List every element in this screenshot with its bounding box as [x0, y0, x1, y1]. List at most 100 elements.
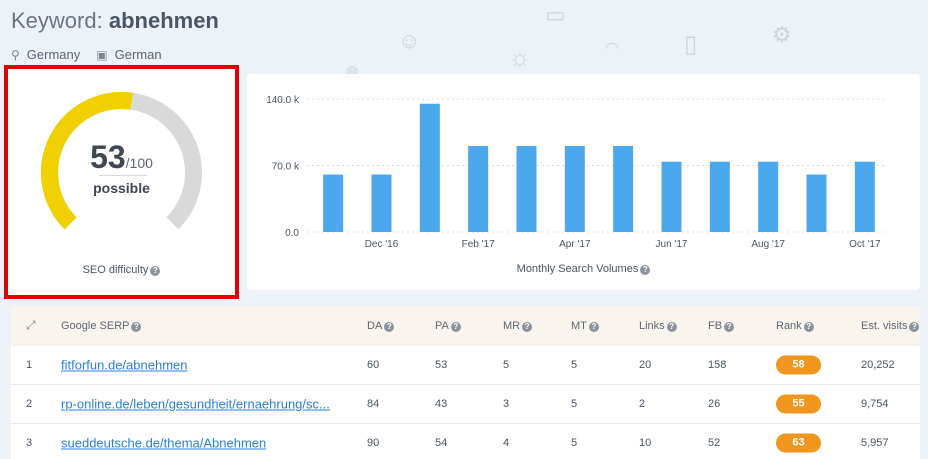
language-text: German	[114, 47, 162, 62]
header-mr[interactable]: MR?	[503, 320, 533, 332]
header-da-label: DA	[367, 320, 383, 332]
x-tick-label: Jun '17	[656, 239, 688, 250]
row-position: 3	[26, 437, 33, 449]
row-position: 2	[26, 398, 33, 410]
header-pa[interactable]: PA?	[435, 320, 461, 332]
chart-bar	[613, 146, 634, 232]
y-tick-label: 0.0	[285, 228, 299, 239]
header-rank-label: Rank	[776, 320, 802, 332]
table-row: 2 rp-online.de/leben/gesundheit/ernaehru…	[11, 385, 920, 424]
difficulty-caption-text: SEO difficulty	[82, 264, 149, 276]
help-icon[interactable]: ?	[450, 322, 461, 332]
header-mt[interactable]: MT?	[571, 320, 599, 332]
result-link[interactable]: fitforfun.de/abnehmen	[61, 357, 188, 373]
cell-fb: 26	[708, 398, 721, 410]
header-links[interactable]: Links?	[639, 320, 677, 332]
help-icon[interactable]: ?	[640, 265, 651, 275]
picture-deco-icon: ▭	[545, 2, 566, 27]
wifi-deco-icon: ◠	[605, 40, 619, 57]
difficulty-gauge	[41, 92, 202, 230]
rank-badge: 55	[776, 394, 821, 414]
table-header: ⤢ Google SERP? DA? PA? MR? MT? Links? FB…	[11, 306, 920, 346]
person-deco-icon: ☺	[398, 28, 421, 53]
keyword-value: abnehmen	[108, 8, 219, 33]
phone-deco-icon: ▯	[684, 31, 698, 58]
header-mr-label: MR	[503, 320, 521, 332]
serp-table: ⤢ Google SERP? DA? PA? MR? MT? Links? FB…	[11, 306, 920, 459]
gauge-fill	[41, 92, 133, 230]
cell-da: 60	[367, 359, 380, 371]
cell-mt: 5	[571, 437, 578, 449]
cell-links: 10	[639, 437, 652, 449]
header-serp[interactable]: Google SERP?	[61, 320, 142, 332]
score-divider	[99, 175, 147, 176]
cell-pa: 43	[435, 398, 448, 410]
table-row: 1 fitforfun.de/abnehmen 60 53 5 5 20 158…	[11, 346, 920, 385]
header-visits[interactable]: Est. visits?	[861, 320, 920, 332]
expand-icon[interactable]: ⤢	[26, 318, 36, 332]
header-mt-label: MT	[571, 320, 587, 332]
cell-mr: 4	[503, 437, 510, 449]
x-tick-label: Feb '17	[462, 239, 495, 250]
result-link[interactable]: rp-online.de/leben/gesundheit/ernaehrung…	[61, 396, 330, 412]
help-icon[interactable]: ?	[724, 322, 735, 332]
header-serp-label: Google SERP	[61, 320, 130, 332]
chart-bar	[709, 161, 730, 232]
header-pa-label: PA	[435, 320, 449, 332]
help-icon[interactable]: ?	[150, 266, 161, 276]
header-fb-label: FB	[708, 320, 723, 332]
help-icon[interactable]: ?	[522, 322, 533, 332]
difficulty-score: 53/100	[8, 139, 235, 176]
help-icon[interactable]: ?	[588, 322, 599, 332]
chart-caption: Monthly Search Volumes?	[247, 263, 920, 275]
seo-difficulty-card: 53/100 possible SEO difficulty?	[4, 65, 239, 299]
y-tick-label: 140.0 k	[266, 95, 300, 106]
map-pin-icon: ⚲	[11, 47, 20, 62]
help-icon[interactable]: ?	[803, 322, 814, 332]
x-tick-label: Oct '17	[849, 239, 881, 250]
help-icon[interactable]: ?	[384, 322, 395, 332]
chart-bar	[419, 103, 440, 232]
cell-visits: 9,754	[861, 398, 889, 410]
keyword-meta: ⚲ Germany ▣ German	[11, 47, 178, 62]
cell-mr: 3	[503, 398, 510, 410]
header-fb[interactable]: FB?	[708, 320, 735, 332]
help-icon[interactable]: ?	[131, 322, 142, 332]
score-max: /100	[125, 155, 153, 171]
search-volume-chart: 0.0 70.0 k 140.0 k Dec '16 Feb '17 Apr '17 Jun…	[266, 95, 887, 250]
chart-xlabel: Monthly Search Volumes	[516, 263, 639, 275]
cell-links: 20	[639, 359, 652, 371]
table-row: 3 sueddeutsche.de/thema/Abnehmen 90 54 4…	[11, 424, 920, 459]
cell-fb: 52	[708, 437, 721, 449]
header-da[interactable]: DA?	[367, 320, 395, 332]
cell-pa: 53	[435, 359, 448, 371]
chart-bar	[806, 174, 827, 232]
row-position: 1	[26, 359, 33, 371]
cell-mr: 5	[503, 359, 510, 371]
x-tick-label: Aug '17	[751, 239, 785, 250]
header-links-label: Links	[639, 320, 665, 332]
chart-bar	[854, 161, 875, 232]
page-header: Keyword: abnehmen	[11, 8, 219, 34]
x-tick-label: Dec '16	[365, 239, 399, 250]
chart-bar	[661, 161, 682, 232]
keyword-label: Keyword:	[11, 8, 103, 33]
help-icon[interactable]: ?	[666, 322, 677, 332]
chart-bar	[371, 174, 392, 232]
cell-links: 2	[639, 398, 646, 410]
header-rank[interactable]: Rank?	[776, 320, 814, 332]
cell-fb: 158	[708, 359, 727, 371]
gear-deco-icon: ⚙	[772, 22, 792, 47]
translate-icon: ▣	[96, 47, 108, 62]
cell-da: 84	[367, 398, 380, 410]
location-text: Germany	[26, 47, 81, 62]
cell-mt: 5	[571, 359, 578, 371]
search-volume-chart-card: 0.0 70.0 k 140.0 k Dec '16 Feb '17 Apr '17 Jun…	[247, 74, 920, 290]
chart-bar	[468, 146, 489, 232]
help-icon[interactable]: ?	[909, 322, 920, 332]
score-value: 53	[90, 139, 126, 175]
y-tick-label: 70.0 k	[272, 162, 300, 173]
cell-visits: 5,957	[861, 437, 889, 449]
page-title: Keyword: abnehmen	[11, 8, 219, 34]
result-link[interactable]: sueddeutsche.de/thema/Abnehmen	[61, 435, 267, 451]
